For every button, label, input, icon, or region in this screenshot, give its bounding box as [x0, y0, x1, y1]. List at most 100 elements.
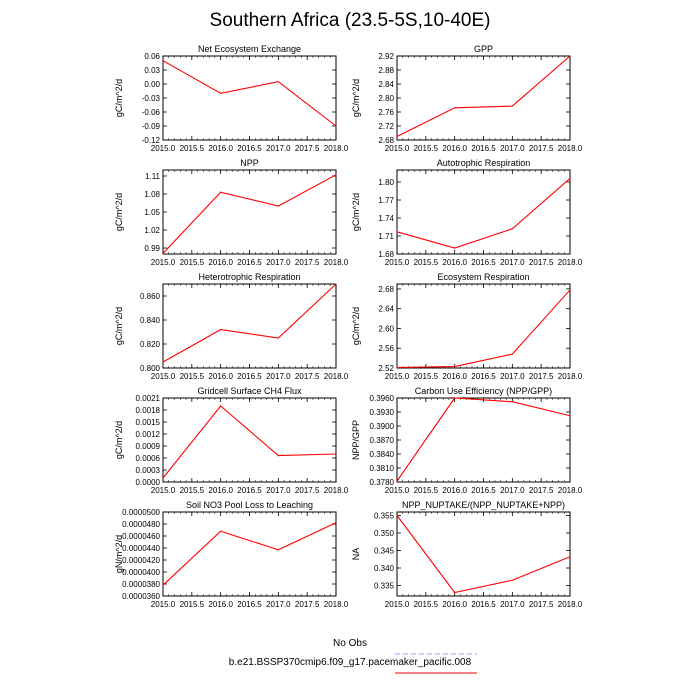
- data-point: [220, 405, 222, 407]
- x-tick-label: 2015.0: [385, 372, 410, 381]
- y-tick-label: 0.3930: [370, 408, 395, 417]
- chart-panel-3: NPP gC/m^2/d 2015.0 2015.5 2016.0 2016.5 2017.…: [114, 158, 349, 267]
- data-point: [220, 530, 222, 532]
- x-tick-label: 2015.5: [180, 372, 205, 381]
- chart-panel-8: Carbon Use Efficiency (NPP/GPP) NPP/GPP 20…: [351, 386, 583, 495]
- plot-frame: [396, 283, 571, 369]
- x-tick-label: 2016.5: [471, 144, 496, 153]
- data-point: [162, 584, 164, 586]
- data-point: [335, 522, 337, 524]
- data-point: [220, 329, 222, 331]
- y-tick-label: 0.99: [144, 244, 160, 253]
- series-line: [162, 60, 337, 127]
- data-point: [511, 228, 513, 230]
- chart-panel-10: NPP_NUPTAKE/(NPP_NUPTAKE+NPP) NA 2015.0 201…: [351, 500, 583, 609]
- panel-title: Soil NO3 Pool Loss to Leaching: [186, 500, 313, 510]
- data-point: [335, 453, 337, 455]
- x-tick-label: 2015.0: [151, 486, 176, 495]
- series-line: [162, 522, 337, 586]
- x-tick-label: 2015.0: [385, 258, 410, 267]
- y-tick-label: 0.800: [140, 364, 161, 373]
- x-tick-label: 2017.0: [500, 372, 525, 381]
- series-line: [396, 289, 571, 369]
- data-point: [454, 365, 456, 368]
- data-point: [396, 231, 398, 233]
- y-tick-label: 0.03: [144, 66, 160, 75]
- data-point: [396, 366, 398, 369]
- y-axis-label: gC/m^2/d: [114, 79, 124, 117]
- y-tick-label: 1.71: [378, 232, 394, 241]
- x-tick-label: 2016.0: [208, 486, 233, 495]
- x-tick-label: 2015.5: [180, 486, 205, 495]
- y-tick-label: -0.06: [142, 108, 161, 117]
- data-point: [277, 549, 279, 551]
- x-tick-label: 2017.0: [500, 144, 525, 153]
- x-tick-label: 2015.0: [151, 258, 176, 267]
- data-point: [162, 60, 164, 62]
- y-tick-label: 0.06: [144, 52, 160, 61]
- x-tick-label: 2015.0: [151, 600, 176, 609]
- data-point: [162, 477, 164, 479]
- data-point: [511, 579, 513, 581]
- x-tick-label: 2016.5: [471, 372, 496, 381]
- x-tick-label: 2017.5: [295, 144, 320, 153]
- data-point: [569, 415, 571, 417]
- y-tick-label: 0.3810: [370, 464, 395, 473]
- data-point: [335, 283, 337, 285]
- plot-frame: [162, 55, 337, 141]
- x-tick-label: 2015.5: [180, 258, 205, 267]
- x-tick-label: 2015.0: [151, 144, 176, 153]
- plot-frame: [396, 169, 571, 255]
- y-tick-label: 2.52: [378, 364, 394, 373]
- y-tick-label: 0.0006: [136, 454, 161, 463]
- y-tick-label: 2.84: [378, 80, 394, 89]
- y-tick-label: 1.77: [378, 196, 394, 205]
- y-tick-label: 0.3780: [370, 478, 395, 487]
- x-tick-label: 2015.0: [385, 144, 410, 153]
- x-tick-label: 2017.5: [295, 600, 320, 609]
- y-tick-label: 0.3960: [370, 394, 395, 403]
- y-tick-label: 0.350: [374, 529, 395, 538]
- legend-label-model-run: b.e21.BSSP370cmip6.f09_g17.pacemaker_pac…: [228, 657, 472, 668]
- x-tick-label: 2017.0: [266, 486, 291, 495]
- panel-title: Heterotrophic Respiration: [198, 272, 300, 282]
- series-line: [396, 397, 571, 482]
- y-tick-label: 0.0000500: [122, 508, 160, 517]
- x-tick-label: 2018.0: [558, 144, 583, 153]
- data-point: [569, 289, 571, 291]
- chart-panel-4: Autotrophic Respiration gC/m^2/d 2015.0 201…: [351, 158, 583, 267]
- series-line: [162, 283, 337, 363]
- y-tick-label: 1.02: [144, 226, 160, 235]
- chart-panel-2: GPP gC/m^2/d 2015.0 2015.5 2016.0 2016.5 2017.…: [351, 44, 583, 153]
- data-point: [335, 174, 337, 176]
- y-tick-label: 1.11: [145, 172, 161, 181]
- y-tick-label: 1.08: [144, 190, 160, 199]
- figure-title: Southern Africa (23.5-5S,10-40E): [209, 10, 491, 31]
- y-tick-label: 2.88: [378, 66, 394, 75]
- x-tick-label: 2017.0: [266, 144, 291, 153]
- y-tick-label: -0.09: [142, 122, 161, 131]
- x-tick-label: 2018.0: [558, 372, 583, 381]
- y-tick-label: 2.56: [378, 344, 394, 353]
- x-tick-label: 2016.0: [208, 600, 233, 609]
- x-tick-label: 2015.5: [180, 144, 205, 153]
- x-tick-label: 2017.5: [295, 372, 320, 381]
- x-tick-label: 2015.5: [414, 258, 439, 267]
- x-tick-label: 2015.0: [385, 600, 410, 609]
- x-tick-label: 2016.0: [442, 372, 467, 381]
- x-tick-label: 2016.5: [237, 486, 262, 495]
- y-tick-label: 0.0003: [136, 466, 161, 475]
- x-tick-label: 2016.0: [442, 600, 467, 609]
- panel-title: NPP_NUPTAKE/(NPP_NUPTAKE+NPP): [402, 500, 565, 510]
- data-point: [454, 107, 456, 109]
- y-tick-label: 1.80: [378, 178, 394, 187]
- x-tick-label: 2018.0: [558, 258, 583, 267]
- y-tick-label: 2.80: [378, 94, 394, 103]
- y-tick-label: 0.820: [140, 340, 161, 349]
- chart-panel-1: Net Ecosystem Exchange gC/m^2/d 2015.0 2015…: [114, 44, 349, 153]
- y-tick-label: 1.68: [378, 250, 394, 259]
- data-point: [396, 480, 398, 482]
- x-tick-label: 2018.0: [324, 486, 349, 495]
- y-tick-label: 2.68: [378, 285, 394, 294]
- data-point: [277, 81, 279, 83]
